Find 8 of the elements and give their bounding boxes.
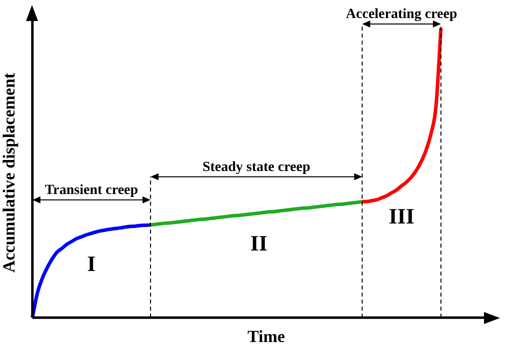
annotation: III: [388, 204, 414, 229]
annotation: I: [87, 251, 96, 276]
x-axis-title: Time: [247, 327, 286, 346]
annotation: II: [250, 230, 268, 256]
annotation: Transient creep: [44, 182, 138, 198]
y-axis-title: Accumulative displacement: [0, 72, 19, 273]
annotation: Steady state creep: [202, 160, 310, 175]
text: Accelerating creep: [346, 7, 458, 22]
